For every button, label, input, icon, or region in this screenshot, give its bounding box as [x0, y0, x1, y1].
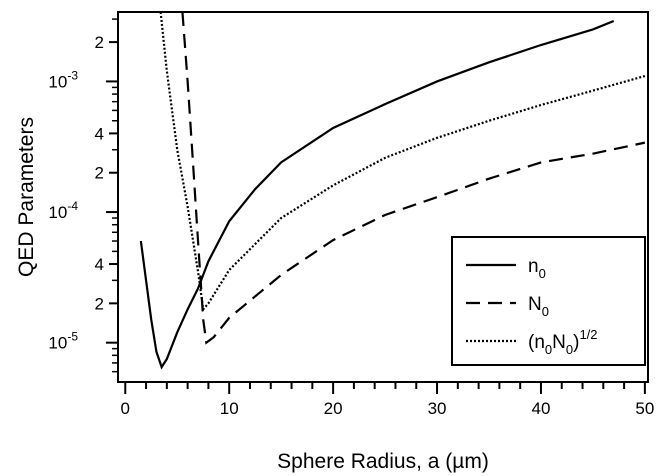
y-tick-label: 10-5 [48, 330, 78, 353]
y-tick-exponent: -4 [67, 199, 78, 213]
y-tick-base: 10 [48, 334, 67, 353]
legend-box [451, 236, 646, 366]
y-axis-label: QED Parameters [15, 117, 38, 277]
legend-label: N0 [528, 294, 549, 319]
series-line [139, 20, 615, 370]
y-tick-exponent: -3 [67, 68, 78, 82]
x-tick-label: 50 [635, 399, 654, 418]
legend-label-part: N [528, 294, 542, 315]
legend-label-part: ) [573, 332, 579, 353]
legend-label-part: 0 [539, 266, 546, 281]
series-line [181, 12, 646, 345]
legend: n0N0(n0N0)1/2 [451, 236, 646, 366]
series-line [159, 12, 646, 312]
legend-label-part: N [552, 332, 566, 353]
legend-label-part: n [528, 256, 539, 277]
legend-label-part: 0 [566, 342, 573, 357]
x-tick-label: 20 [324, 399, 343, 418]
legend-label-part: 1/2 [579, 327, 597, 342]
x-tick-label: 10 [220, 399, 239, 418]
x-tick-label: 40 [531, 399, 550, 418]
legend-label-part: (n [528, 332, 545, 353]
x-tick-label: 30 [428, 399, 447, 418]
y-tick-base: 2 [95, 33, 104, 52]
y-tick-label: 10-3 [48, 68, 78, 91]
legend-label-part: 0 [545, 342, 552, 357]
y-tick-label: 4 [95, 255, 104, 274]
y-tick-base: 10 [48, 72, 67, 91]
y-tick-base: 4 [95, 255, 104, 274]
y-tick-base: 4 [95, 124, 104, 143]
y-tick-base: 10 [48, 203, 67, 222]
legend-label: (n0N0)1/2 [528, 327, 598, 357]
y-tick-label: 4 [95, 124, 104, 143]
y-tick-label: 10-4 [48, 199, 78, 222]
y-tick-label: 2 [95, 33, 104, 52]
y-tick-label: 2 [95, 294, 104, 313]
y-tick-base: 2 [95, 294, 104, 313]
plot-area [139, 12, 646, 370]
y-tick-exponent: -5 [67, 330, 78, 344]
y-tick-label: 2 [95, 164, 104, 183]
plot-frame [117, 11, 649, 383]
y-tick-base: 2 [95, 164, 104, 183]
x-tick-label: 0 [121, 399, 130, 418]
legend-label-part: 0 [542, 304, 549, 319]
legend-label: n0 [528, 256, 546, 281]
x-axis-label: Sphere Radius, a (µm) [277, 450, 489, 473]
